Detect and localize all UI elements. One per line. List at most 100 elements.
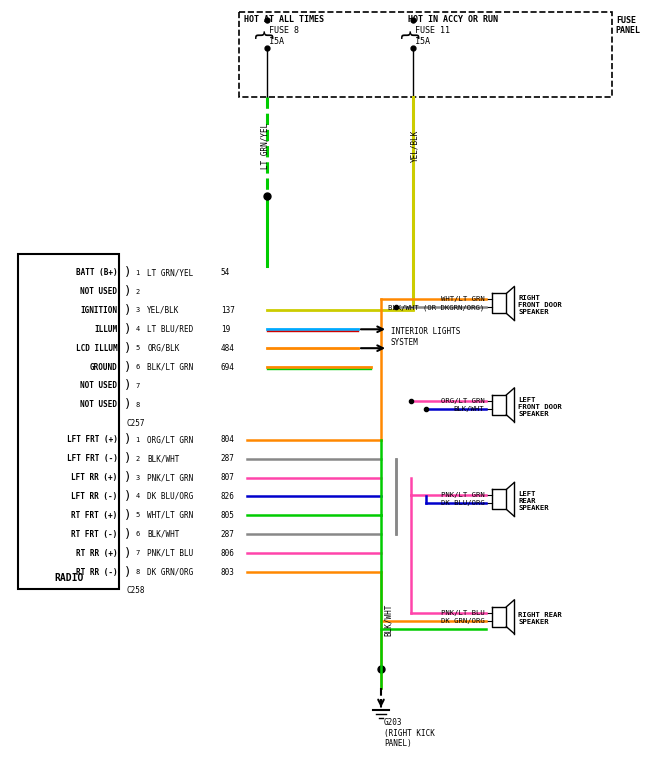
Text: FUSE 11
15A: FUSE 11 15A (415, 26, 450, 45)
Text: ): ) (124, 266, 132, 279)
Text: 8: 8 (135, 569, 139, 575)
Text: ): ) (124, 323, 132, 336)
Text: ): ) (124, 433, 132, 446)
Text: 5: 5 (135, 345, 139, 351)
Text: ): ) (124, 490, 132, 503)
Text: HOT AT ALL TIMES: HOT AT ALL TIMES (244, 15, 324, 24)
Text: C258: C258 (126, 586, 145, 595)
Text: ): ) (124, 547, 132, 560)
Text: ORG/BLK: ORG/BLK (147, 344, 179, 353)
Text: G203
(RIGHT KICK
PANEL): G203 (RIGHT KICK PANEL) (384, 718, 435, 748)
Text: PNK/LT BLU: PNK/LT BLU (147, 548, 194, 558)
Text: C257: C257 (126, 419, 145, 428)
Text: ): ) (124, 399, 132, 412)
Text: YEL/BLK: YEL/BLK (147, 306, 179, 315)
Text: LFT RR (-): LFT RR (-) (71, 492, 117, 501)
Text: ): ) (124, 342, 132, 355)
Text: ): ) (124, 452, 132, 465)
Text: 3: 3 (135, 475, 139, 481)
Text: BLK/LT GRN: BLK/LT GRN (147, 362, 194, 372)
Text: LT BLU/RED: LT BLU/RED (147, 325, 194, 334)
Text: 2: 2 (135, 455, 139, 462)
Text: ): ) (124, 565, 132, 578)
Text: ): ) (124, 379, 132, 392)
Text: 826: 826 (221, 492, 235, 501)
Text: PNK/LT GRN: PNK/LT GRN (441, 492, 484, 498)
Text: }: } (399, 26, 419, 38)
Text: LFT RR (+): LFT RR (+) (71, 473, 117, 482)
Text: 8: 8 (135, 402, 139, 408)
Text: RT RR (-): RT RR (-) (75, 568, 117, 577)
Text: 287: 287 (221, 530, 235, 538)
Text: RT FRT (-): RT FRT (-) (71, 530, 117, 538)
Text: FUSE 8
15A: FUSE 8 15A (268, 26, 299, 45)
Text: 137: 137 (221, 306, 235, 315)
Text: RIGHT
FRONT DOOR
SPEAKER: RIGHT FRONT DOOR SPEAKER (519, 296, 562, 316)
Text: LEFT
FRONT DOOR
SPEAKER: LEFT FRONT DOOR SPEAKER (519, 397, 562, 417)
Text: 484: 484 (221, 344, 235, 353)
Text: BLK/WHT: BLK/WHT (147, 530, 179, 538)
Text: 2: 2 (135, 289, 139, 294)
Text: RADIO: RADIO (54, 573, 83, 583)
Text: YEL/BLK: YEL/BLK (410, 130, 419, 163)
Text: LCD ILLUM: LCD ILLUM (75, 344, 117, 353)
Text: NOT USED: NOT USED (81, 400, 117, 409)
Text: }: } (253, 26, 272, 38)
Text: LT GRN/YEL: LT GRN/YEL (260, 123, 269, 170)
Text: RIGHT REAR
SPEAKER: RIGHT REAR SPEAKER (519, 612, 562, 625)
Text: BLK/WHT (OR DKGRN/ORG): BLK/WHT (OR DKGRN/ORG) (388, 304, 484, 310)
Text: PNK/LT BLU: PNK/LT BLU (441, 610, 484, 616)
Text: ): ) (124, 361, 132, 373)
Text: HOT IN ACCY OR RUN: HOT IN ACCY OR RUN (408, 15, 498, 24)
Text: BLK/WHT: BLK/WHT (454, 406, 484, 412)
Text: DK BLU/ORG: DK BLU/ORG (147, 492, 194, 501)
Text: GROUND: GROUND (90, 362, 117, 372)
Text: 804: 804 (221, 435, 235, 444)
Text: IGNITION: IGNITION (81, 306, 117, 315)
Text: ): ) (124, 304, 132, 317)
Text: PNK/LT GRN: PNK/LT GRN (147, 473, 194, 482)
Text: 5: 5 (135, 512, 139, 518)
Text: 4: 4 (135, 493, 139, 499)
Text: LFT FRT (+): LFT FRT (+) (66, 435, 117, 444)
Text: ): ) (124, 471, 132, 484)
Text: NOT USED: NOT USED (81, 382, 117, 390)
Text: NOT USED: NOT USED (81, 287, 117, 296)
Text: 19: 19 (221, 325, 230, 334)
Text: 803: 803 (221, 568, 235, 577)
Text: 694: 694 (221, 362, 235, 372)
Text: WHT/LT GRN: WHT/LT GRN (147, 511, 194, 520)
Text: ): ) (124, 285, 132, 298)
Text: LT GRN/YEL: LT GRN/YEL (147, 268, 194, 277)
Text: 7: 7 (135, 383, 139, 389)
Text: LEFT
REAR
SPEAKER: LEFT REAR SPEAKER (519, 492, 549, 511)
Text: ILLUM: ILLUM (94, 325, 117, 334)
Text: BLK/WHT: BLK/WHT (147, 454, 179, 463)
Bar (18, 253, 119, 589)
Text: 4: 4 (135, 326, 139, 333)
Text: FUSE
PANEL: FUSE PANEL (616, 16, 640, 35)
Text: 806: 806 (221, 548, 235, 558)
Text: RT FRT (+): RT FRT (+) (71, 511, 117, 520)
Text: 3: 3 (135, 307, 139, 313)
Text: ORG/LT GRN: ORG/LT GRN (441, 398, 484, 404)
Text: DK BLU/ORG: DK BLU/ORG (441, 501, 484, 506)
Text: 7: 7 (135, 550, 139, 556)
Text: BLK/WHT: BLK/WHT (384, 604, 393, 636)
Text: ORG/LT GRN: ORG/LT GRN (147, 435, 194, 444)
Text: 1: 1 (135, 437, 139, 442)
Text: 6: 6 (135, 364, 139, 370)
Text: ): ) (124, 509, 132, 521)
Text: 1: 1 (135, 270, 139, 276)
Text: BATT (B+): BATT (B+) (75, 268, 117, 277)
Text: 54: 54 (221, 268, 230, 277)
Text: DK GRN/ORG: DK GRN/ORG (441, 617, 484, 624)
Text: RT RR (+): RT RR (+) (75, 548, 117, 558)
Text: 287: 287 (221, 454, 235, 463)
Text: INTERIOR LIGHTS
SYSTEM: INTERIOR LIGHTS SYSTEM (391, 327, 461, 346)
Text: 805: 805 (221, 511, 235, 520)
Text: ): ) (124, 528, 132, 541)
Text: LFT FRT (-): LFT FRT (-) (66, 454, 117, 463)
Text: 807: 807 (221, 473, 235, 482)
Text: 6: 6 (135, 531, 139, 538)
